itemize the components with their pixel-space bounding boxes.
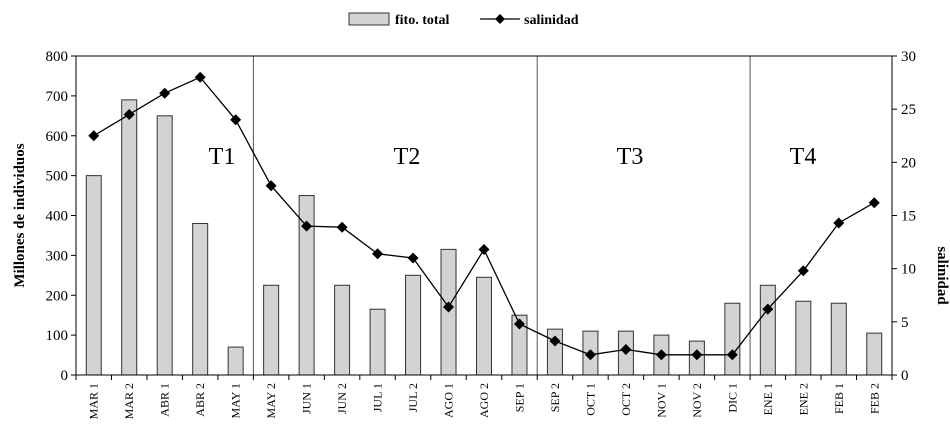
- bar-series: [85, 99, 883, 376]
- period-dividers: [252, 56, 751, 375]
- y2-tick-label: 0: [901, 368, 909, 384]
- x-tick-label: MAR 1: [87, 383, 101, 419]
- bar: [759, 284, 776, 376]
- salinity-point: [797, 265, 809, 277]
- salinity-point: [407, 252, 419, 264]
- y2-axis-label: salinidad: [934, 246, 950, 305]
- salinity-point: [691, 349, 703, 361]
- x-tick-label: MAY 1: [229, 383, 243, 418]
- bar: [476, 276, 492, 376]
- salinity-point: [655, 349, 667, 361]
- x-tick-label: FEB 1: [832, 383, 846, 414]
- y2-tick-label: 25: [901, 102, 916, 118]
- salinity-point: [833, 217, 845, 229]
- period-label: T2: [394, 144, 421, 170]
- bar: [192, 222, 209, 376]
- salinity-point: [868, 197, 880, 209]
- salinity-point: [620, 343, 632, 355]
- bar: [795, 300, 812, 376]
- legend-bar-label: fito. total: [395, 13, 450, 28]
- legend-line-label: salinidad: [524, 13, 579, 28]
- x-tick-label: SEP 1: [512, 383, 526, 412]
- legend: fito. total salinidad: [348, 12, 579, 28]
- bar: [263, 284, 280, 376]
- x-tick-label: JUL 2: [406, 383, 420, 412]
- salinity-point: [584, 349, 596, 361]
- bar: [830, 302, 847, 376]
- bar: [866, 332, 883, 376]
- x-tick-label: MAR 2: [122, 383, 136, 419]
- y-tick-label: 600: [46, 129, 69, 145]
- legend-line-marker: [495, 14, 505, 24]
- y2-tick-label: 10: [901, 262, 916, 278]
- y-tick-label: 0: [61, 368, 69, 384]
- x-tick-label: AGO 1: [442, 383, 456, 418]
- period-label: T4: [790, 144, 817, 170]
- salinity-point: [443, 301, 455, 313]
- y2-tick-label: 20: [901, 155, 916, 171]
- y-tick-label: 200: [46, 288, 69, 304]
- x-tick-label: OCT 1: [583, 383, 597, 416]
- x-tick-label: NOV 2: [690, 383, 704, 418]
- salinity-point: [478, 244, 490, 256]
- salinity-point: [194, 71, 206, 83]
- bar: [724, 302, 741, 376]
- line-series: [88, 71, 880, 361]
- bar: [369, 308, 386, 376]
- axes: 0 100 200 300 400 500 600 700 800 0 5 10 15 20 25 30 MAR…: [12, 49, 950, 419]
- x-tick-label: AGO 2: [477, 383, 491, 418]
- x-tick-label: MAY 2: [264, 383, 278, 418]
- legend-bar-swatch: [348, 12, 390, 26]
- x-tick-label: ABR 1: [158, 383, 172, 417]
- bar: [334, 284, 351, 376]
- salinity-point: [372, 248, 384, 260]
- bar: [156, 115, 173, 376]
- x-tick-label: ABR 2: [193, 383, 207, 417]
- salinity-point: [726, 349, 738, 361]
- x-tick-label: ENE 2: [796, 383, 810, 415]
- y2-tick-label: 5: [901, 315, 909, 331]
- y2-tick-label: 15: [901, 209, 916, 225]
- salinity-point: [549, 335, 561, 347]
- salinity-point: [301, 220, 313, 232]
- x-tick-label: FEB 2: [867, 383, 881, 414]
- x-tick-label: DIC 1: [725, 383, 739, 413]
- y-tick-label: 100: [46, 328, 69, 344]
- salinity-point: [513, 318, 525, 330]
- salinity-point: [762, 303, 774, 315]
- x-tick-label: NOV 1: [654, 383, 668, 418]
- salinity-point: [265, 180, 277, 192]
- x-tick-label: JUN 1: [300, 383, 314, 414]
- salinity-point: [123, 108, 135, 120]
- y-tick-label: 500: [46, 169, 69, 185]
- x-tick-label: JUL 1: [371, 383, 385, 412]
- y-axis-label: Millones de individuos: [12, 143, 28, 287]
- bar: [227, 346, 244, 376]
- bar: [121, 99, 138, 376]
- bar: [85, 175, 102, 376]
- salinity-point: [88, 130, 100, 142]
- salinity-point: [230, 114, 242, 126]
- period-label: T3: [617, 144, 644, 170]
- period-label: T1: [209, 144, 236, 170]
- bar: [405, 274, 422, 376]
- y-tick-label: 400: [46, 209, 69, 225]
- y-tick-label: 800: [46, 49, 69, 65]
- x-tick-label: ENE 1: [761, 383, 775, 415]
- x-tick-label: JUN 2: [335, 383, 349, 414]
- x-tick-label: OCT 2: [619, 383, 633, 416]
- period-labels: T1 T2 T3 T4: [209, 144, 817, 170]
- salinity-point: [336, 221, 348, 233]
- y-tick-label: 300: [46, 248, 69, 264]
- y2-tick-label: 30: [901, 49, 916, 65]
- x-tick-label: SEP 2: [548, 383, 562, 412]
- salinity-point: [159, 87, 171, 99]
- y-tick-label: 700: [46, 89, 69, 105]
